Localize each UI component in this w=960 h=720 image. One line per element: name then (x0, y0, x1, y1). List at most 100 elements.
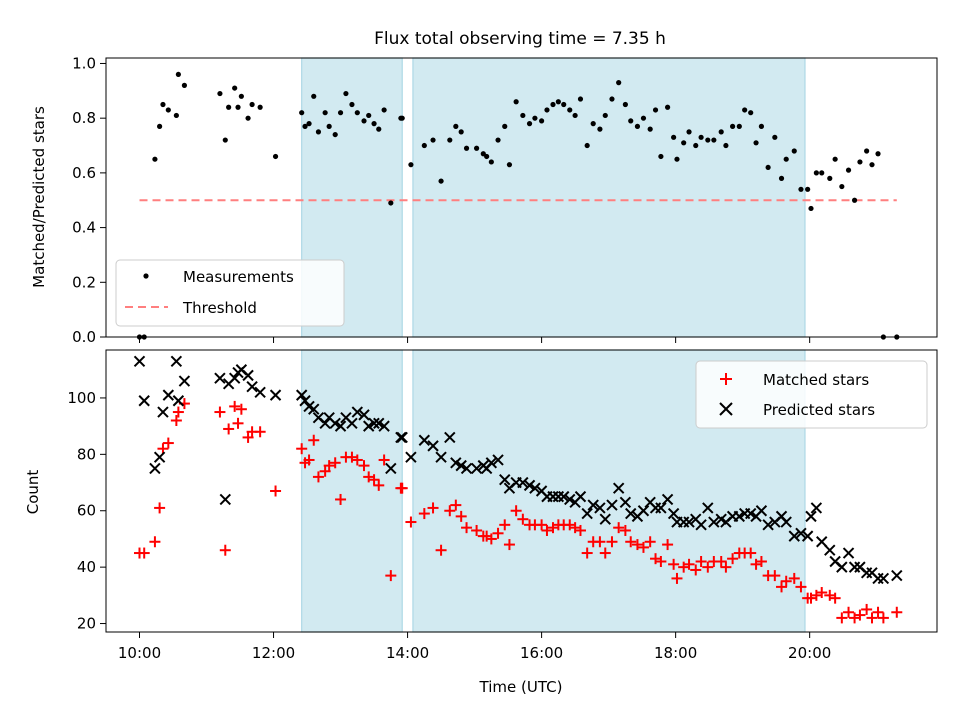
predicted-point (385, 462, 397, 475)
matched-point (492, 527, 504, 539)
measurement-point (506, 162, 513, 168)
predicted-point (733, 510, 746, 523)
measurement-point (315, 129, 322, 135)
matched-point (755, 556, 767, 567)
matched-point (644, 536, 656, 548)
bottom-xtick-label: 16:00 (520, 644, 563, 662)
measurement-point (438, 178, 444, 184)
predicted-point (299, 395, 311, 407)
measurement-point (376, 126, 382, 132)
matched-point (499, 519, 511, 531)
matched-point (836, 612, 848, 624)
predicted-point (795, 527, 807, 540)
bottom-plot-frame (105, 349, 938, 633)
measurement-point (513, 99, 519, 105)
legend-matched-marker (720, 373, 732, 385)
measurement-point (723, 142, 729, 149)
measurement-point (152, 156, 158, 162)
predicted-point (254, 386, 266, 399)
measurement-point (664, 104, 671, 110)
predicted-point (444, 431, 456, 444)
bottom-ylabel: Count (24, 470, 42, 515)
predicted-point (295, 389, 308, 401)
measurement-point (544, 107, 550, 113)
matched-point (368, 474, 380, 486)
predicted-point (358, 409, 370, 421)
matched-point (418, 508, 430, 520)
measurement-point (181, 82, 188, 88)
predicted-point (587, 499, 599, 511)
matched-point (866, 612, 878, 624)
predicted-point (805, 510, 817, 523)
matched-point (149, 536, 161, 548)
matched-point (727, 553, 739, 565)
measurement-point (711, 137, 717, 143)
matched-point (581, 547, 593, 559)
bottom-ytick-label: 60 (77, 502, 96, 520)
measurement-point (302, 123, 308, 129)
predicted-point (801, 530, 814, 542)
measurement-point (705, 137, 711, 143)
measurement-point (640, 115, 647, 121)
matched-point (329, 457, 341, 469)
predicted-point (455, 459, 467, 472)
measurement-point (272, 153, 279, 160)
measurement-point (857, 159, 863, 165)
measurement-point (235, 104, 241, 110)
predicted-point (418, 434, 431, 446)
measurement-point (349, 101, 355, 108)
predicted-point (780, 516, 792, 528)
matched-point (843, 606, 855, 618)
matched-point (312, 471, 324, 483)
measurement-point (634, 123, 641, 129)
matched-point (877, 612, 889, 624)
predicted-point (396, 431, 408, 444)
matched-point (378, 454, 390, 466)
measurement-point (332, 131, 338, 138)
top-ytick-label: 0.2 (72, 273, 96, 291)
measurement-point (526, 121, 533, 127)
measurement-point (532, 115, 538, 121)
measurement-point (805, 186, 811, 192)
matched-point (455, 510, 467, 522)
matched-point (668, 558, 680, 570)
predicted-point (594, 502, 606, 514)
matched-point (599, 547, 611, 559)
measurement-point (736, 123, 742, 129)
measurement-point (520, 112, 526, 119)
predicted-point (702, 502, 714, 514)
bottom-legend-box (695, 360, 928, 429)
measurement-point (361, 118, 367, 124)
matched-point (308, 434, 320, 446)
matched-point (788, 572, 800, 584)
predicted-point (529, 482, 541, 494)
matched-point (373, 479, 385, 491)
legend-predicted-marker (719, 402, 733, 416)
predicted-point (405, 451, 417, 463)
matched-point (695, 556, 707, 567)
measurement-point (453, 123, 459, 129)
matched-point (396, 482, 408, 494)
predicted-point (346, 417, 358, 430)
bottom-xtick-label: 20:00 (788, 644, 831, 662)
measurement-point (772, 134, 778, 140)
matched-point (405, 516, 417, 528)
predicted-point (824, 544, 836, 556)
predicted-point (564, 493, 576, 506)
predicted-point (242, 369, 254, 382)
measurement-point (550, 101, 556, 108)
measurement-point (839, 183, 845, 190)
matched-point (536, 519, 548, 531)
bottom-xlabel: Time (UTC) (479, 678, 563, 696)
measurement-point (681, 140, 687, 146)
predicted-point (460, 462, 473, 475)
predicted-point (619, 496, 632, 508)
matched-point (816, 587, 828, 599)
measurement-point (748, 110, 754, 116)
measurement-point (561, 101, 567, 108)
measurement-point (488, 159, 494, 165)
matched-point (335, 493, 347, 505)
measurement-point (765, 164, 771, 171)
matched-point (235, 403, 247, 415)
matched-point (637, 541, 649, 553)
